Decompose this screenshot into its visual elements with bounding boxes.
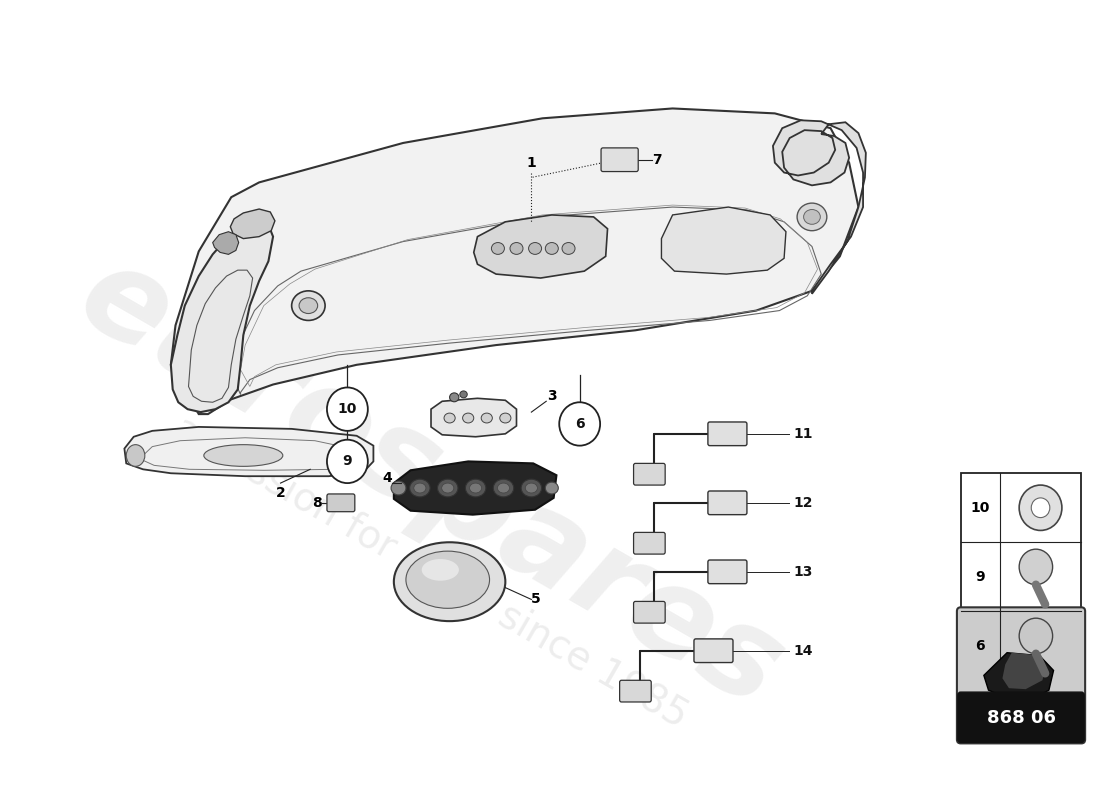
FancyBboxPatch shape [957,607,1085,743]
Text: 12: 12 [793,496,813,510]
Text: 10: 10 [970,501,990,514]
Ellipse shape [463,413,474,423]
FancyBboxPatch shape [958,692,1085,742]
Text: 6: 6 [575,417,584,431]
Ellipse shape [444,413,455,423]
Circle shape [1020,549,1053,585]
Circle shape [559,402,601,446]
Ellipse shape [409,479,430,497]
Polygon shape [474,215,607,278]
FancyBboxPatch shape [708,422,747,446]
Ellipse shape [292,291,326,321]
Circle shape [327,440,367,483]
Ellipse shape [798,203,827,230]
Ellipse shape [497,483,509,493]
Text: 868 06: 868 06 [987,709,1056,726]
FancyBboxPatch shape [694,639,733,662]
Ellipse shape [492,242,505,254]
Ellipse shape [442,483,454,493]
FancyBboxPatch shape [327,494,355,512]
Text: 10: 10 [338,402,358,416]
Bar [960,474,1081,680]
Text: 4: 4 [382,471,392,485]
Polygon shape [1002,653,1046,689]
Ellipse shape [394,542,505,621]
Ellipse shape [450,393,459,402]
Ellipse shape [521,479,541,497]
Ellipse shape [526,483,538,493]
Polygon shape [170,109,858,414]
Polygon shape [230,209,275,238]
Text: 11: 11 [793,427,813,441]
Ellipse shape [204,445,283,466]
Ellipse shape [460,391,467,398]
Polygon shape [983,653,1054,700]
Text: 1: 1 [527,156,536,170]
Ellipse shape [546,242,559,254]
Polygon shape [394,462,557,514]
Text: 14: 14 [793,644,813,658]
Ellipse shape [499,413,510,423]
Text: 9: 9 [342,454,352,469]
FancyBboxPatch shape [708,491,747,514]
Ellipse shape [546,482,559,494]
Ellipse shape [804,210,821,224]
FancyBboxPatch shape [634,602,665,623]
Text: a passion for parts since 1985: a passion for parts since 1985 [167,409,695,735]
Text: 9: 9 [976,570,984,584]
Circle shape [1020,618,1053,654]
Ellipse shape [470,483,482,493]
Text: 13: 13 [793,565,813,579]
Polygon shape [170,222,273,412]
Text: 6: 6 [976,638,984,653]
Ellipse shape [493,479,514,497]
Text: 5: 5 [531,593,541,606]
Text: 3: 3 [547,390,557,403]
Ellipse shape [299,298,318,314]
Ellipse shape [414,483,426,493]
Text: eurospares: eurospares [58,233,803,733]
Ellipse shape [438,479,458,497]
Text: 7: 7 [652,153,662,166]
Circle shape [327,387,367,431]
Ellipse shape [465,479,486,497]
Text: 2: 2 [276,486,285,500]
Polygon shape [431,398,517,437]
Circle shape [1020,485,1062,530]
FancyBboxPatch shape [634,463,665,485]
Polygon shape [212,232,239,254]
FancyBboxPatch shape [619,680,651,702]
FancyBboxPatch shape [601,148,638,171]
FancyBboxPatch shape [634,533,665,554]
Polygon shape [661,207,785,274]
Ellipse shape [481,413,493,423]
Ellipse shape [406,551,490,608]
Ellipse shape [421,559,459,581]
Polygon shape [124,427,373,476]
Polygon shape [773,120,866,294]
Ellipse shape [562,242,575,254]
FancyBboxPatch shape [708,560,747,584]
Circle shape [1031,498,1049,518]
Ellipse shape [510,242,522,254]
Ellipse shape [392,481,406,495]
Ellipse shape [126,445,145,466]
Ellipse shape [529,242,541,254]
Text: 8: 8 [312,496,322,510]
